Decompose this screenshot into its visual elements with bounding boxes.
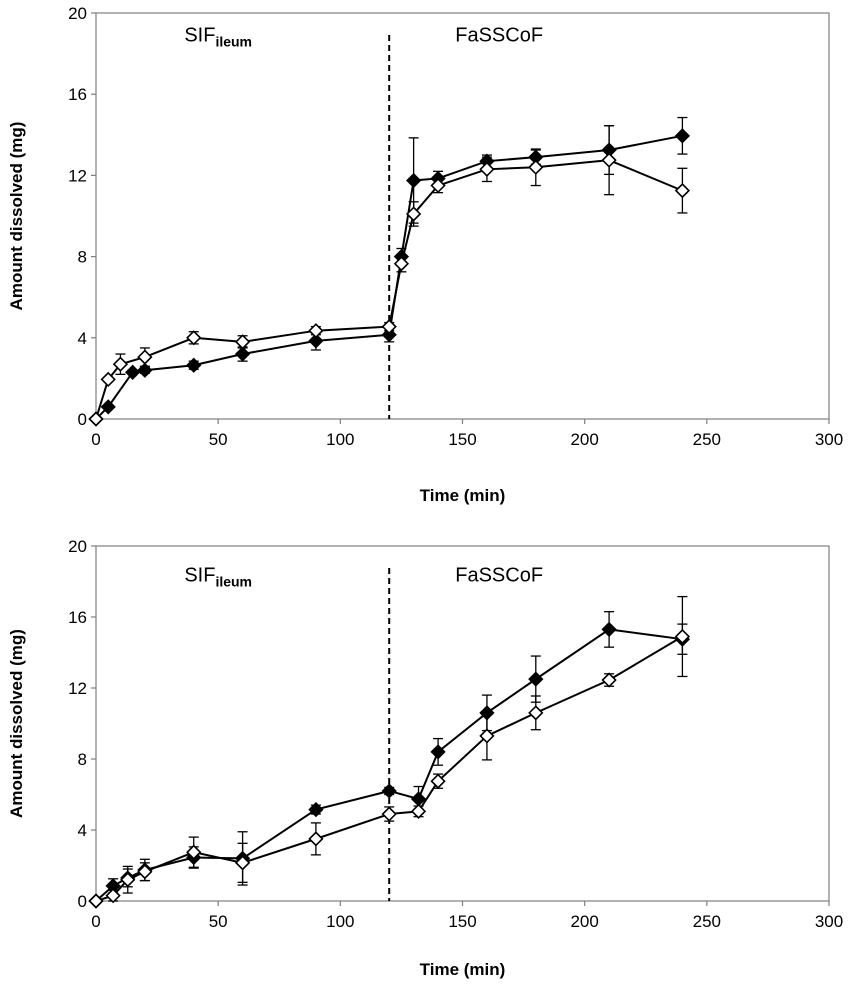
chart1-series-0-point-7 <box>381 783 397 799</box>
chart1-y-axis-label: Amount dissolved (mg) <box>7 629 26 818</box>
chart0-y-tick-label-0: 0 <box>78 410 87 429</box>
chart0-series-1-point-12 <box>528 159 544 175</box>
chart1-y-tick-label-1: 4 <box>78 821 87 840</box>
chart0-series-0-point-1 <box>100 399 116 415</box>
chart1-y-tick-label-2: 8 <box>78 750 87 769</box>
chart1-series-1-point-12 <box>601 672 617 688</box>
chart0-series-1-point-4 <box>186 330 202 346</box>
chart1-series-0-point-11 <box>528 671 544 687</box>
chart0-series-1-point-9 <box>406 206 422 222</box>
chart0-series-1-point-5 <box>234 334 251 350</box>
chart1-series-1-point-4 <box>186 844 202 860</box>
chart1-x-tick-label-1: 50 <box>209 912 228 931</box>
chart0-series-1-point-6 <box>308 323 324 339</box>
chart1-x-tick-label-5: 250 <box>693 912 721 931</box>
chart0-series-1-point-7 <box>381 319 397 335</box>
chart1-y-tick-label-4: 16 <box>68 608 87 627</box>
chart1-x-tick-label-0: 0 <box>91 912 100 931</box>
chart0-series-1-point-13 <box>601 152 617 168</box>
chart1-y-tick-label-3: 12 <box>68 679 87 698</box>
chart1-series-1-point-7 <box>381 806 397 822</box>
chart1-series-1-point-13 <box>674 628 691 645</box>
chart1-series-1-point-3 <box>137 864 153 880</box>
chart0-series-1-point-10 <box>430 177 446 194</box>
chart0-y-tick-label-2: 8 <box>78 248 87 267</box>
chart0-series-1-point-3 <box>137 349 153 365</box>
chart1-y-tick-label-5: 20 <box>68 537 87 556</box>
chart0-x-tick-label-3: 150 <box>448 430 476 449</box>
chart0-x-tick-label-1: 50 <box>209 430 228 449</box>
chart-top: 0 4 8 12 16 20 0 50 100 150 200 250 300 Time (min) Amo… <box>7 4 843 505</box>
chart1-series-0-point-6 <box>308 801 324 818</box>
chart1-series-0-point-9 <box>430 744 446 760</box>
chart0-x-tick-label-0: 0 <box>91 430 100 449</box>
chart0-series-1-point-8 <box>393 256 410 272</box>
chart1-series-1 <box>88 595 691 909</box>
chart0-annotation-0: SIFileum <box>184 24 252 49</box>
chart1-x-tick-label-4: 200 <box>570 912 598 931</box>
chart1-annotation-1: FaSSCoF <box>455 565 543 587</box>
chart0-series-1-point-0 <box>88 411 104 427</box>
chart0-annotation-1: FaSSCoF <box>455 24 543 46</box>
chart0-x-tick-label-6: 300 <box>815 430 843 449</box>
chart1-x-tick-label-6: 300 <box>815 912 843 931</box>
chart1-y-tick-label-0: 0 <box>78 892 87 911</box>
chart0-series-1 <box>88 125 691 427</box>
chart1-series-1-point-2 <box>120 872 136 888</box>
chart0-y-axis-label: Amount dissolved (mg) <box>7 122 26 311</box>
chart0-y-tick-label-3: 12 <box>68 166 87 185</box>
chart0-series-0-point-6 <box>308 333 324 349</box>
chart0-x-axis-label: Time (min) <box>420 486 506 505</box>
chart0-series-0-point-9 <box>406 172 422 189</box>
chart1-series-1-point-11 <box>528 705 544 721</box>
chart0-plot-frame <box>95 12 830 420</box>
chart0-series-0-point-2 <box>125 364 141 380</box>
chart0-series-1-point-14 <box>674 182 691 199</box>
chart0-series-0-point-7 <box>381 327 397 343</box>
chart1-x-axis-label: Time (min) <box>420 960 506 979</box>
chart1-series-1-point-9 <box>430 773 446 789</box>
chart0-y-tick-label-5: 20 <box>68 4 87 23</box>
chart1-series-1-point-6 <box>308 831 324 847</box>
chart0-y-tick-label-1: 4 <box>78 329 87 348</box>
chart0-series-1-point-2 <box>112 356 129 372</box>
chart0-x-tick-label-5: 250 <box>693 430 721 449</box>
chart0-series-0-point-4 <box>186 357 202 373</box>
chart1-x-tick-label-3: 150 <box>448 912 476 931</box>
chart1-series-0-point-12 <box>601 621 617 638</box>
chart-bottom: 0 4 8 12 16 20 0 50 100 150 200 250 300 Time (min) Amo… <box>0 530 853 984</box>
chart0-series-0-point-3 <box>137 362 153 378</box>
chart1-series-1-point-1 <box>105 888 121 904</box>
chart0-x-tick-label-2: 100 <box>326 430 354 449</box>
chart0-series-0-point-5 <box>234 346 251 362</box>
chart0-series-1-point-11 <box>479 161 495 177</box>
chart1-plot-frame <box>95 545 830 902</box>
chart1-x-tick-label-2: 100 <box>326 912 354 931</box>
chart1-series-1-point-5 <box>234 855 251 871</box>
chart0-x-tick-label-4: 200 <box>570 430 598 449</box>
chart0-series-1-point-1 <box>100 371 116 388</box>
chart1-annotation-0: SIFileum <box>184 565 252 590</box>
chart1-series-1-point-0 <box>88 893 104 909</box>
chart0-series-0-point-14 <box>674 128 691 144</box>
chart1-series-1-point-10 <box>479 728 495 744</box>
chart0-y-tick-label-4: 16 <box>68 85 87 104</box>
chart1-series-1-point-8 <box>410 803 427 819</box>
